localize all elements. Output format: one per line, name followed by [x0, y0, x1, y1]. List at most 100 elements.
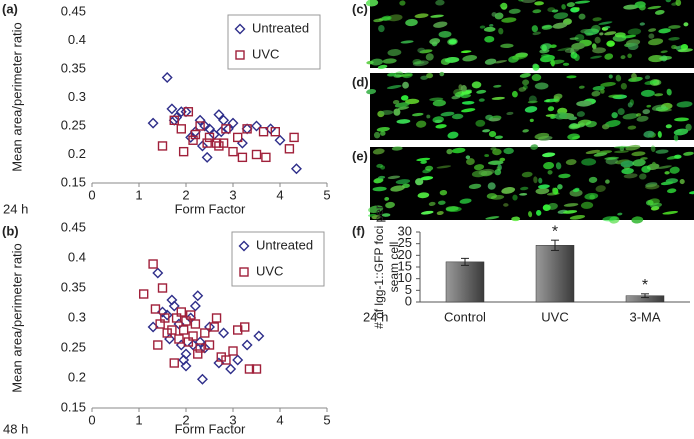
- gfp-focus: [636, 115, 649, 122]
- gfp-focus: [387, 72, 397, 77]
- gfp-focus: [484, 154, 490, 157]
- gfp-focus: [500, 43, 514, 49]
- gfp-focus: [380, 110, 394, 115]
- gfp-focus: [602, 216, 618, 222]
- gfp-focus: [405, 18, 418, 27]
- point: [251, 149, 262, 160]
- gfp-focus: [671, 44, 677, 50]
- gfp-focus: [591, 43, 597, 50]
- gfp-focus: [627, 125, 637, 130]
- gfp-focus: [373, 131, 381, 139]
- gfp-focus: [654, 9, 665, 15]
- bar: [445, 261, 485, 303]
- gfp-focus: [371, 215, 381, 220]
- gfp-focus: [642, 109, 651, 115]
- gfp-focus: [468, 183, 482, 189]
- gfp-focus: [631, 151, 646, 157]
- panel-label: (c): [352, 1, 368, 16]
- gfp-focus: [648, 33, 655, 39]
- y-tick-label: 0.45: [61, 3, 86, 18]
- point: [253, 330, 265, 342]
- gfp-focus: [558, 173, 571, 179]
- point: [196, 373, 208, 385]
- gfp-focus: [428, 201, 436, 206]
- gfp-focus: [622, 113, 639, 120]
- gfp-focus: [400, 95, 409, 101]
- gfp-focus: [615, 74, 622, 82]
- y-tick-label: 20: [398, 247, 412, 262]
- gfp-focus: [420, 160, 427, 164]
- point: [166, 103, 178, 115]
- micrograph: [367, 144, 694, 224]
- gfp-focus: [639, 22, 646, 26]
- panel-label: (e): [352, 148, 368, 163]
- gfp-focus: [533, 176, 538, 184]
- gfp-focus: [541, 44, 547, 52]
- gfp-focus: [604, 53, 614, 60]
- gfp-focus: [485, 114, 493, 121]
- error-bar: [641, 293, 649, 299]
- gfp-focus: [617, 212, 623, 216]
- point: [190, 129, 201, 140]
- gfp-focus: [484, 36, 495, 43]
- gfp-focus: [585, 32, 594, 36]
- gfp-focus: [669, 166, 680, 174]
- point: [188, 135, 198, 145]
- gfp-focus: [549, 44, 557, 48]
- gfp-focus: [614, 32, 626, 38]
- gfp-focus: [387, 14, 403, 22]
- gfp-focus: [381, 15, 392, 21]
- gfp-focus: [451, 147, 466, 154]
- gfp-focus: [645, 184, 660, 190]
- gfp-focus: [532, 64, 540, 71]
- point: [228, 146, 238, 157]
- y-tick-label: 0.35: [61, 60, 86, 75]
- gfp-focus: [488, 130, 497, 138]
- gfp-focus: [493, 84, 502, 88]
- point: [189, 300, 201, 312]
- gfp-focus: [606, 40, 615, 47]
- gfp-focus: [430, 14, 444, 18]
- gfp-focus: [643, 130, 655, 138]
- gfp-focus: [447, 131, 459, 139]
- gfp-focus: [459, 198, 472, 204]
- gfp-focus: [489, 23, 494, 27]
- gfp-focus: [521, 0, 536, 4]
- gfp-focus: [570, 48, 575, 55]
- gfp-focus: [506, 111, 514, 116]
- panel-label: (b): [2, 223, 19, 238]
- gfp-focus: [604, 156, 619, 160]
- legend-marker: [239, 267, 249, 277]
- gfp-focus: [420, 176, 434, 181]
- point: [153, 340, 163, 350]
- gfp-focus: [435, 124, 447, 129]
- point: [161, 72, 173, 84]
- gfp-focus: [591, 24, 601, 33]
- gfp-focus: [416, 157, 431, 162]
- gfp-focus: [627, 42, 639, 51]
- gfp-focus: [650, 202, 662, 208]
- gfp-focus: [417, 192, 430, 199]
- gfp-focus: [591, 90, 601, 97]
- gfp-focus: [659, 56, 672, 61]
- point: [155, 319, 165, 329]
- point: [204, 132, 215, 143]
- gfp-focus: [595, 185, 606, 192]
- gfp-focus: [668, 25, 681, 29]
- y-tick-label: 0: [405, 293, 412, 308]
- gfp-focus: [623, 173, 638, 179]
- gfp-focus: [625, 144, 641, 151]
- point: [174, 334, 184, 344]
- y-axis-label: Mean area/perimeter ratio: [9, 22, 24, 172]
- gfp-focus: [531, 25, 539, 33]
- gfp-focus: [676, 101, 693, 108]
- gfp-focus: [550, 116, 556, 119]
- time-annotation: 24 h: [3, 201, 28, 216]
- legend-label: Untreated: [252, 20, 309, 35]
- gfp-focus: [521, 171, 533, 178]
- gfp-focus: [535, 187, 550, 195]
- x-tick-label: 2: [182, 412, 189, 427]
- gfp-focus: [563, 203, 579, 207]
- point: [242, 124, 252, 134]
- gfp-focus: [620, 83, 627, 90]
